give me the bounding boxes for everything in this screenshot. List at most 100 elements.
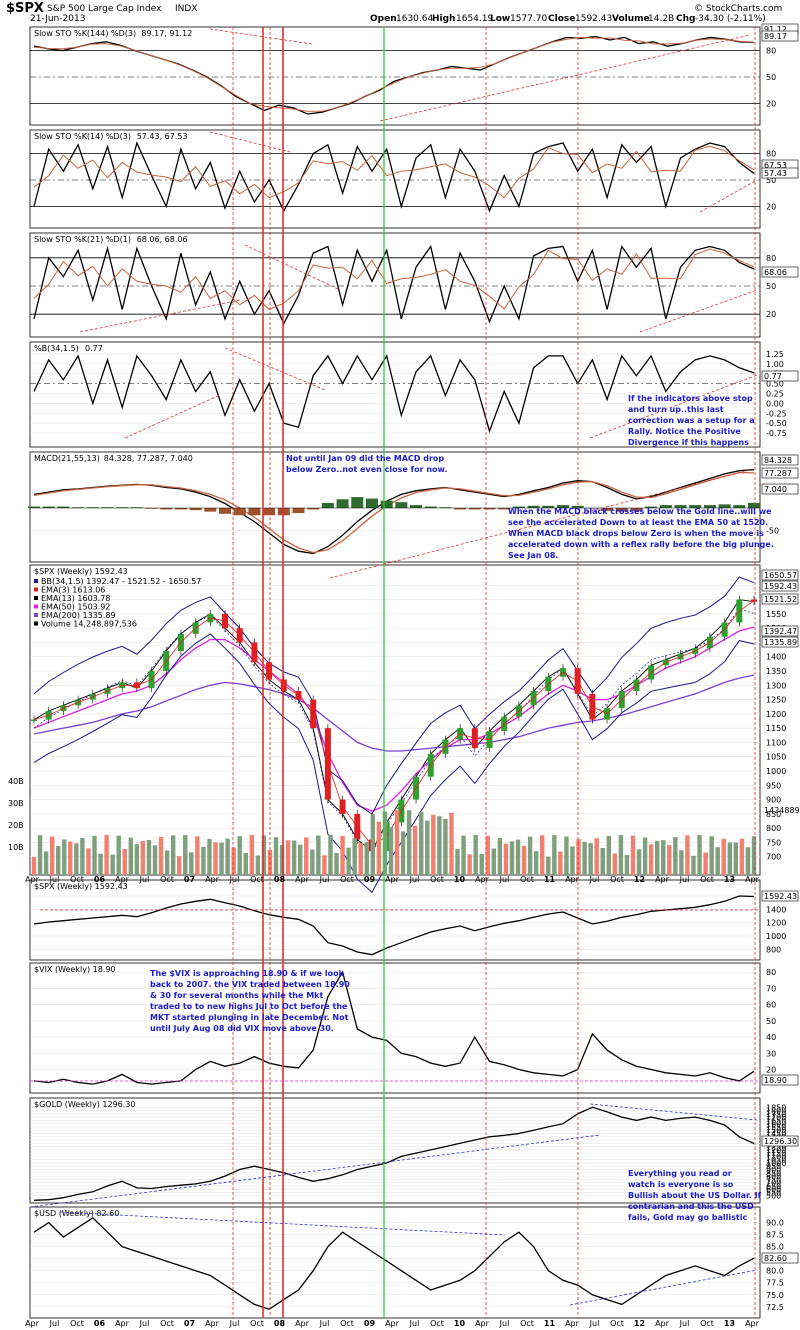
gold-tick-label: 1100: [766, 1152, 786, 1161]
macd-annotation: below Zero..not even close for now.: [286, 465, 447, 474]
spx_main-tick-label: 900: [766, 796, 781, 805]
gold-tick-label: 1600: [766, 1120, 786, 1129]
macd-hist-bar: [527, 505, 540, 508]
volume-bar: [540, 835, 545, 875]
x-axis-label: 06: [94, 1319, 106, 1328]
macd-hist-bar: [86, 507, 99, 508]
usd-tick-label: 77.5: [766, 1279, 784, 1288]
macd-hist-bar: [174, 508, 187, 510]
macd-hist-bar: [395, 502, 408, 508]
volume-bar: [443, 818, 448, 875]
pctb-tick-label: 0.25: [766, 390, 784, 399]
volume-bar: [606, 835, 611, 875]
macd-hist-bar: [410, 505, 423, 508]
spx_weekly-frame: [29, 879, 761, 961]
x-axis-label: 13: [724, 875, 735, 884]
gold-annotation: watch is everyone is so: [628, 1180, 734, 1189]
legend-entry: EMA(13) 1603.78: [41, 594, 110, 603]
x-axis-label: Apr: [565, 875, 580, 884]
pctb-title-values: 0.77: [85, 344, 103, 353]
blue-trend-line: [59, 1211, 506, 1236]
x-axis-label: Oct: [430, 875, 444, 884]
blue-trend-line: [589, 1103, 758, 1121]
volume-bar: [279, 844, 285, 875]
gold-tick-label: 650: [766, 1182, 781, 1191]
spx_main-tick-label: 1400: [766, 653, 786, 662]
spx_main-tick-label: 1550: [766, 610, 786, 619]
x-axis-label: Jul: [679, 875, 690, 884]
sto14-tick-label: 50: [766, 176, 776, 185]
x-axis-label: 13: [724, 1319, 735, 1328]
x-axis-label: 09: [364, 875, 376, 884]
macd-annotation: Not until Jan 09 did the MACD drop: [286, 454, 444, 463]
macd-hist-bar: [542, 505, 555, 508]
macd-hist-bar: [130, 507, 143, 508]
panel-sto21: 20 50 80 Slow STO %K(21) %D(1) 68.06, 68.06 6…: [29, 232, 799, 338]
x-axis-label: Jul: [409, 875, 420, 884]
vix-annotation: & 30 for several months while the Mkt: [150, 991, 323, 1000]
volume-bar: [219, 842, 224, 875]
spx_main-value-tag: [761, 593, 799, 605]
x-axis-label: Jul: [139, 1319, 150, 1328]
pctb-tick-label: -0.25: [766, 409, 787, 418]
red-trend-line: [209, 28, 313, 45]
red-trend-line: [224, 347, 326, 391]
pctb-series-0: [33, 354, 755, 434]
red-trend-line: [379, 34, 751, 122]
bb-middle: [33, 608, 755, 854]
x-axis-label: Jul: [589, 1319, 600, 1328]
gold-title: $GOLD (Weekly) 1296.30: [34, 1100, 136, 1109]
macd-tick-label: -50: [766, 527, 779, 536]
vix-annotation: traded to to new highs Jul to Oct before…: [150, 1002, 348, 1011]
gold-tick-label: 700: [766, 1179, 781, 1188]
volume-bar: [394, 810, 400, 875]
sto144-value-tag-text: 91.12: [764, 25, 787, 34]
macd-hist-bar: [630, 508, 643, 511]
volume-tick-label: 10B: [8, 843, 24, 852]
volume-bar: [673, 837, 678, 875]
bb-lower: [33, 633, 755, 894]
legend-entry: EMA(200) 1335.89: [41, 611, 116, 620]
volume-bar: [364, 842, 369, 875]
volume-bar: [630, 835, 636, 875]
x-axis-label: Oct: [520, 875, 534, 884]
macd-hist-bar: [424, 506, 437, 508]
x-axis-label: Apr: [295, 875, 310, 884]
pctb-tick-label: -0.75: [766, 429, 787, 438]
volume-bar: [582, 841, 587, 875]
macd-cross-annotation: accelerated down with a reflex rally bef…: [508, 540, 774, 549]
gold-tick-label: 550: [766, 1188, 781, 1197]
x-axis-label: Apr: [25, 1319, 40, 1328]
x-axis-label: Oct: [70, 1319, 84, 1328]
red-trend-line: [699, 179, 758, 213]
vix-annotation: The $VIX is approaching 18.90 & if we lo…: [150, 969, 345, 978]
volume-bar: [273, 837, 279, 875]
candle-body: [31, 719, 37, 722]
volume-bar: [177, 856, 182, 875]
macd-value-tag: [761, 483, 799, 495]
volume-bar: [624, 854, 630, 875]
macd-hist-bar: [380, 500, 393, 508]
macd-hist-bar: [233, 508, 246, 516]
macd-title-values: 84.328, 77.287, 7.040: [104, 454, 193, 463]
gold-tick-label: 1800: [766, 1107, 786, 1116]
pctb-annotation: If the indicators above stop: [628, 394, 753, 403]
open-label: Open: [370, 14, 397, 24]
pctb-annotation: Rally. Notice the Positive: [628, 427, 741, 436]
x-axis-label: Oct: [610, 1319, 624, 1328]
volume-bar: [122, 849, 127, 875]
macd-hist-bar: [483, 508, 496, 510]
volume-bar: [225, 838, 230, 875]
spx_main-tick-label: 700: [766, 853, 781, 862]
panel-pctb: -0.75-0.50-0.250.000.250.500.751.001.25%…: [29, 341, 799, 448]
x-axis-label: 10: [454, 1319, 466, 1328]
legend-swatch: [34, 621, 38, 626]
usd-tick-label: 72.5: [766, 1303, 784, 1312]
x-axis-label: Apr: [745, 1319, 760, 1328]
pctb-value-tag-text: 0.77: [764, 372, 782, 381]
gold-tick-label: 1200: [766, 1146, 786, 1155]
x-axis-label: Oct: [70, 875, 84, 884]
volume-bar: [164, 850, 170, 875]
vertical-marker-lines: [29, 27, 760, 1318]
spx_main-value-tag: [761, 569, 799, 581]
